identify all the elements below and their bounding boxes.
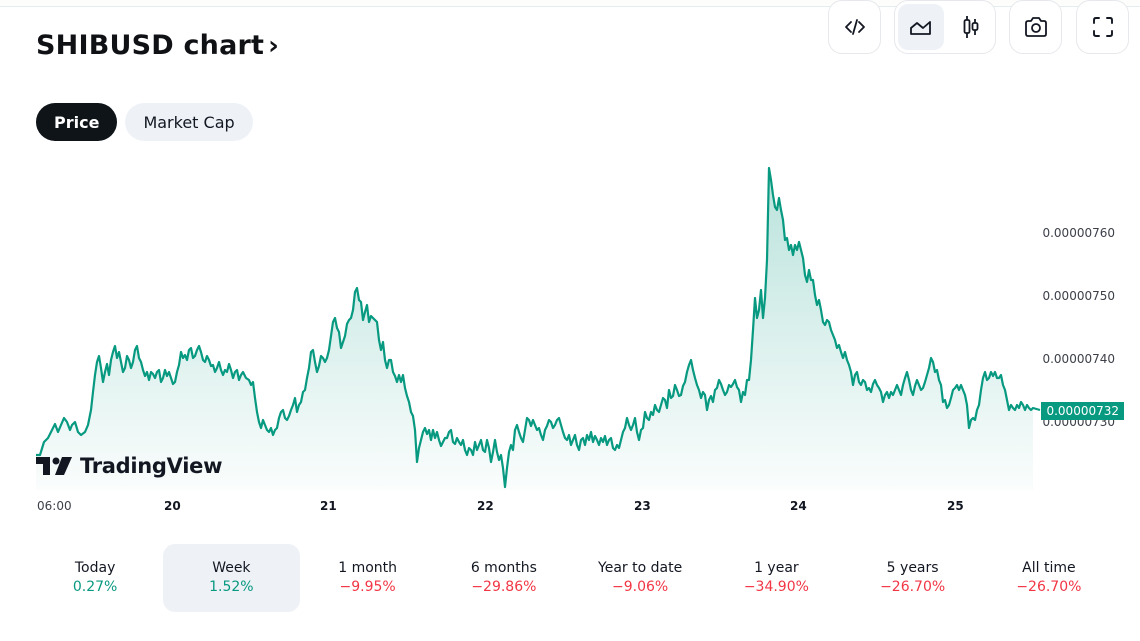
period-1-year[interactable]: 1 year −34.90% xyxy=(708,544,844,612)
candlestick-icon xyxy=(963,16,979,38)
period-5-years[interactable]: 5 years −26.70% xyxy=(845,544,981,612)
area-fill xyxy=(36,168,1033,490)
period-change: −26.70% xyxy=(1016,579,1082,595)
chevron-right-icon: › xyxy=(268,30,280,61)
y-axis-label: 0.00000750 xyxy=(1042,289,1115,303)
tab-price[interactable]: Price xyxy=(36,103,118,141)
period-label: 1 month xyxy=(338,560,398,576)
last-price-tag: 0.00000732 xyxy=(1041,402,1124,420)
tradingview-logo-icon xyxy=(36,457,72,475)
x-axis-label: 24 xyxy=(790,499,807,513)
chart-title-link[interactable]: SHIBUSD chart › xyxy=(36,30,279,61)
period-week[interactable]: Week 1.52% xyxy=(163,544,300,612)
candles-style-button[interactable] xyxy=(948,4,994,50)
snapshot-button[interactable] xyxy=(1009,0,1062,54)
tab-market-cap[interactable]: Market Cap xyxy=(125,103,253,141)
chart-style-group xyxy=(894,0,996,54)
x-axis-label: 20 xyxy=(164,499,181,513)
page-title: SHIBUSD chart xyxy=(36,30,265,61)
period-change: −9.06% xyxy=(612,579,669,595)
period-change: −34.90% xyxy=(743,579,809,595)
period-label: All time xyxy=(1022,560,1076,576)
x-axis-label: 22 xyxy=(477,499,494,513)
period-label: Year to date xyxy=(598,560,683,576)
period-change: 1.52% xyxy=(209,579,254,595)
period-change: 0.27% xyxy=(72,579,118,595)
area-chart-icon xyxy=(910,21,931,35)
x-axis-label: 21 xyxy=(320,499,337,513)
x-axis-label: 23 xyxy=(634,499,651,513)
period-change: −26.70% xyxy=(880,579,946,595)
code-icon xyxy=(844,19,865,35)
period-6-months[interactable]: 6 months −29.86% xyxy=(436,544,572,612)
y-axis-label: 0.00000760 xyxy=(1042,226,1115,240)
period-change: −9.95% xyxy=(339,579,396,595)
x-axis-label: 25 xyxy=(947,499,964,513)
period-today[interactable]: Today 0.27% xyxy=(27,544,163,612)
watermark-text: TradingView xyxy=(80,454,223,478)
price-line xyxy=(36,166,1041,489)
fullscreen-icon xyxy=(1092,17,1113,37)
fullscreen-button[interactable] xyxy=(1076,0,1129,54)
chart-type-tabs: Price Market Cap xyxy=(36,103,253,141)
tradingview-watermark[interactable]: TradingView xyxy=(36,454,222,478)
period-label: Today xyxy=(74,560,116,576)
x-axis-label: 06:00 xyxy=(37,499,72,513)
price-area-chart[interactable] xyxy=(0,150,1140,490)
performance-periods: Today 0.27% Week 1.52% 1 month −9.95% 6 … xyxy=(27,544,1117,612)
period-label: Week xyxy=(212,560,251,576)
period-label: 6 months xyxy=(470,560,537,576)
period-change: −29.86% xyxy=(471,579,537,595)
top-divider xyxy=(0,0,1140,7)
period-all-time[interactable]: All time −26.70% xyxy=(981,544,1117,612)
period-label: 5 years xyxy=(886,560,939,576)
y-axis-label: 0.00000740 xyxy=(1042,352,1115,366)
embed-button[interactable] xyxy=(828,0,881,54)
period-1-month[interactable]: 1 month −9.95% xyxy=(300,544,436,612)
period-year-to-date[interactable]: Year to date −9.06% xyxy=(572,544,708,612)
area-style-button[interactable] xyxy=(898,4,944,50)
camera-icon xyxy=(1024,17,1047,37)
period-label: 1 year xyxy=(754,560,799,576)
